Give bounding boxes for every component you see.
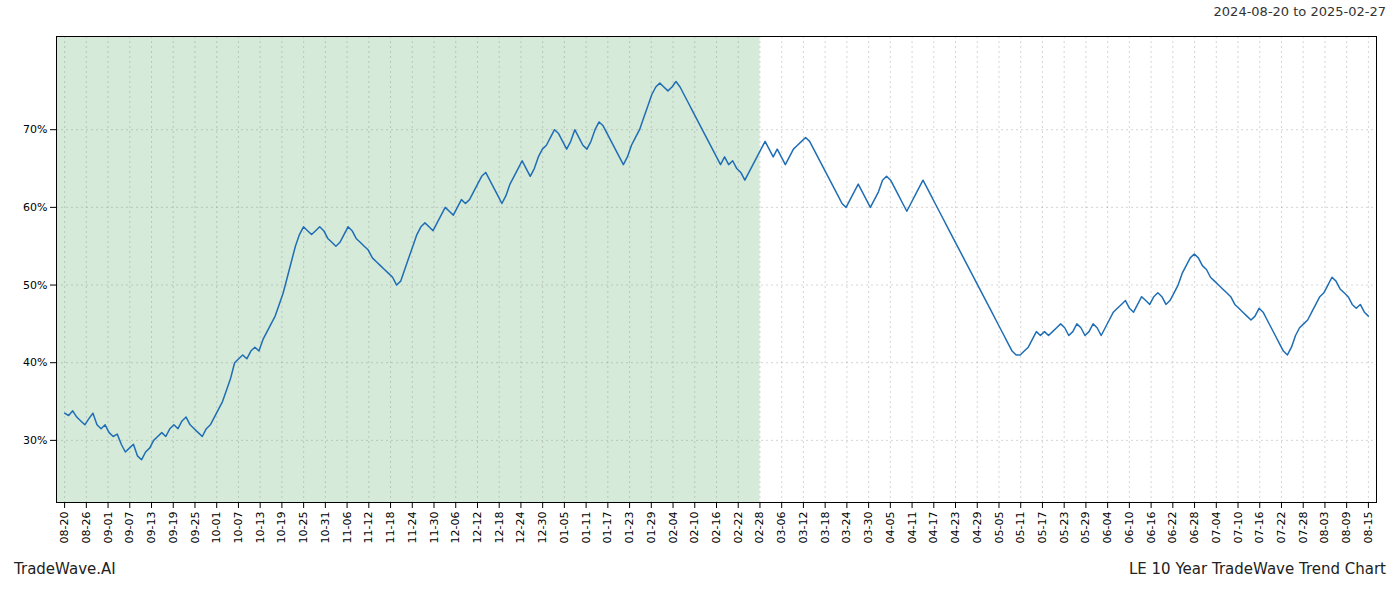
svg-text:06-28: 06-28 <box>1188 512 1201 544</box>
svg-text:07-28: 07-28 <box>1297 512 1310 544</box>
html-text:2024-08-20 to 2025-02-27: 2024-08-20 to 2025-02-27 <box>1213 4 1386 19</box>
svg-text:04-23: 04-23 <box>949 512 962 544</box>
svg-text:12-24: 12-24 <box>514 512 527 544</box>
svg-text:30%: 30% <box>23 434 47 447</box>
svg-text:08-26: 08-26 <box>80 512 93 544</box>
svg-text:05-05: 05-05 <box>993 512 1006 544</box>
svg-text:10-19: 10-19 <box>275 512 288 544</box>
svg-text:03-30: 03-30 <box>862 512 875 544</box>
svg-text:03-18: 03-18 <box>819 512 832 544</box>
svg-text:11-06: 11-06 <box>341 512 354 544</box>
svg-text:10-07: 10-07 <box>232 512 245 544</box>
svg-text:04-17: 04-17 <box>927 512 940 544</box>
svg-text:07-22: 07-22 <box>1275 512 1288 544</box>
svg-text:02-04: 02-04 <box>667 512 680 544</box>
svg-text:09-19: 09-19 <box>167 512 180 544</box>
svg-text:06-10: 06-10 <box>1123 512 1136 544</box>
svg-text:12-30: 12-30 <box>536 512 549 544</box>
svg-text:03-12: 03-12 <box>797 512 810 544</box>
svg-text:10-31: 10-31 <box>319 512 332 544</box>
svg-text:11-12: 11-12 <box>362 512 375 544</box>
svg-text:06-22: 06-22 <box>1166 512 1179 544</box>
svg-text:04-05: 04-05 <box>884 512 897 544</box>
svg-text:01-05: 01-05 <box>558 512 571 544</box>
svg-text:05-29: 05-29 <box>1079 512 1092 544</box>
svg-text:02-16: 02-16 <box>710 512 723 544</box>
svg-text:04-29: 04-29 <box>971 512 984 544</box>
svg-text:10-25: 10-25 <box>297 512 310 544</box>
svg-text:08-20: 08-20 <box>58 512 71 544</box>
svg-text:06-04: 06-04 <box>1101 512 1114 544</box>
svg-text:09-13: 09-13 <box>145 512 158 544</box>
svg-text:05-17: 05-17 <box>1036 512 1049 544</box>
svg-text:60%: 60% <box>23 201 47 214</box>
svg-text:07-04: 07-04 <box>1210 512 1223 544</box>
svg-text:08-15: 08-15 <box>1362 512 1375 544</box>
svg-text:08-03: 08-03 <box>1318 512 1331 544</box>
svg-text:07-10: 07-10 <box>1232 512 1245 544</box>
svg-text:03-06: 03-06 <box>775 512 788 544</box>
svg-text:02-28: 02-28 <box>753 512 766 544</box>
svg-text:09-01: 09-01 <box>102 512 115 544</box>
svg-text:02-10: 02-10 <box>688 512 701 544</box>
svg-text:02-22: 02-22 <box>732 512 745 544</box>
svg-text:01-23: 01-23 <box>623 512 636 544</box>
svg-text:12-12: 12-12 <box>471 512 484 544</box>
svg-text:70%: 70% <box>23 123 47 136</box>
svg-text:05-23: 05-23 <box>1058 512 1071 544</box>
svg-text:09-25: 09-25 <box>188 512 201 544</box>
svg-text:01-11: 01-11 <box>580 512 593 544</box>
svg-text:11-18: 11-18 <box>384 512 397 544</box>
svg-text:01-29: 01-29 <box>645 512 658 544</box>
svg-text:01-17: 01-17 <box>601 512 614 544</box>
svg-text:08-09: 08-09 <box>1340 512 1353 544</box>
svg-text:11-24: 11-24 <box>406 512 419 544</box>
html-text:TradeWave.AI: TradeWave.AI <box>14 560 116 578</box>
svg-text:50%: 50% <box>23 279 47 292</box>
svg-text:11-30: 11-30 <box>428 512 441 544</box>
svg-text:04-11: 04-11 <box>906 512 919 544</box>
svg-text:03-24: 03-24 <box>840 512 853 544</box>
svg-text:10-01: 10-01 <box>210 512 223 544</box>
svg-text:09-07: 09-07 <box>123 512 136 544</box>
svg-text:40%: 40% <box>23 356 47 369</box>
svg-text:05-11: 05-11 <box>1014 512 1027 544</box>
svg-text:12-06: 12-06 <box>449 512 462 544</box>
svg-text:06-16: 06-16 <box>1145 512 1158 544</box>
svg-text:12-18: 12-18 <box>493 512 506 544</box>
html-text:LE 10 Year TradeWave Trend Cha: LE 10 Year TradeWave Trend Chart <box>1129 560 1386 578</box>
svg-text:10-13: 10-13 <box>254 512 267 544</box>
svg-text:07-16: 07-16 <box>1253 512 1266 544</box>
